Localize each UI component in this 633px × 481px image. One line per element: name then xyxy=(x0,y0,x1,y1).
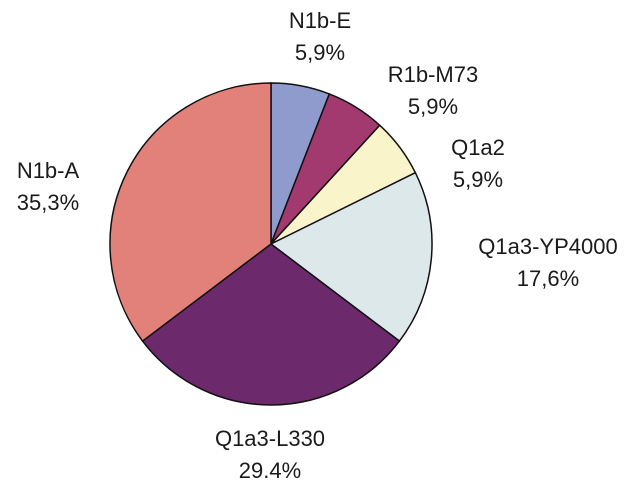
slice-label: N1b-E xyxy=(289,8,351,33)
slice-label: Q1a3-YP4000 xyxy=(478,234,617,259)
slice-value-label: 35,3% xyxy=(17,190,79,215)
slice-value-label: 29.4% xyxy=(239,458,301,481)
pie-slice xyxy=(141,243,401,406)
slice-label: N1b-A xyxy=(17,158,80,183)
slice-value-label: 5,9% xyxy=(453,167,503,192)
slice-label: Q1a2 xyxy=(451,135,505,160)
slice-value-label: 5,9% xyxy=(408,94,458,119)
slice-label: Q1a3-L330 xyxy=(215,426,325,451)
slice-value-label: 17,6% xyxy=(517,266,579,291)
slice-label: R1b-M73 xyxy=(388,62,478,87)
pie-slice xyxy=(269,171,433,343)
slice-value-label: 5,9% xyxy=(295,40,345,65)
pie-slice xyxy=(109,82,272,343)
